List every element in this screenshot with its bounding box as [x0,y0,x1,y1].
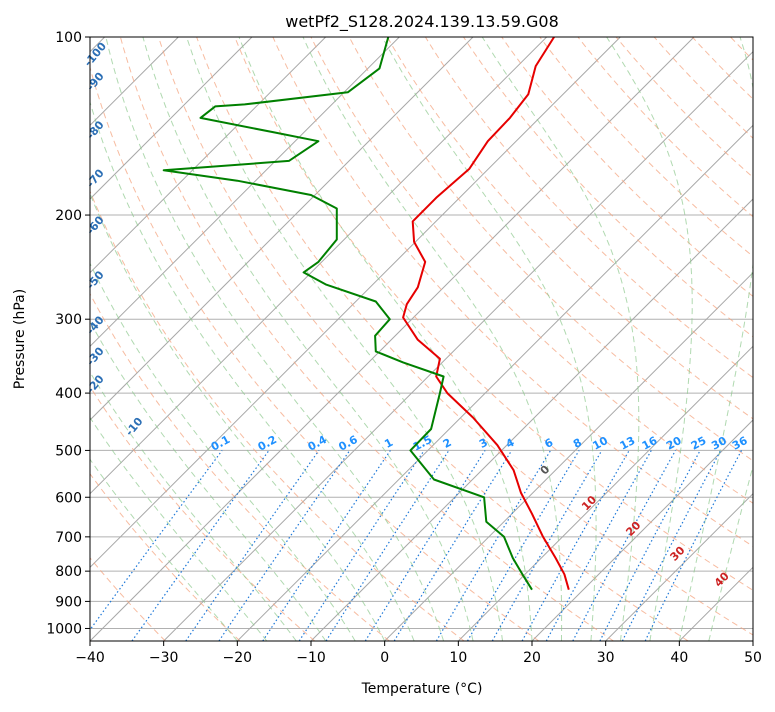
x-tick-label: −40 [75,650,105,666]
x-tick-label: −30 [149,650,179,666]
x-tick-label: −20 [223,650,253,666]
x-tick-label: 40 [670,650,688,666]
y-tick-label: 700 [55,530,82,546]
x-tick-label: 10 [449,650,467,666]
y-tick-label: 1000 [46,621,82,637]
chart-title: wetPf2_S128.2024.139.13.59.G08 [285,12,559,32]
y-tick-label: 300 [55,312,82,328]
y-tick-label: 400 [55,386,82,402]
x-tick-label: 50 [744,650,762,666]
y-tick-label: 500 [55,443,82,459]
x-tick-label: 30 [597,650,615,666]
x-axis-label: Temperature (°C) [361,681,483,697]
y-tick-label: 100 [55,30,82,46]
y-tick-label: 600 [55,490,82,506]
y-axis-label: Pressure (hPa) [12,289,28,389]
y-tick-label: 200 [55,208,82,224]
x-tick-label: 20 [523,650,541,666]
y-tick-label: 900 [55,594,82,610]
x-tick-label: −10 [296,650,326,666]
y-tick-label: 800 [55,564,82,580]
x-tick-label: 0 [380,650,389,666]
